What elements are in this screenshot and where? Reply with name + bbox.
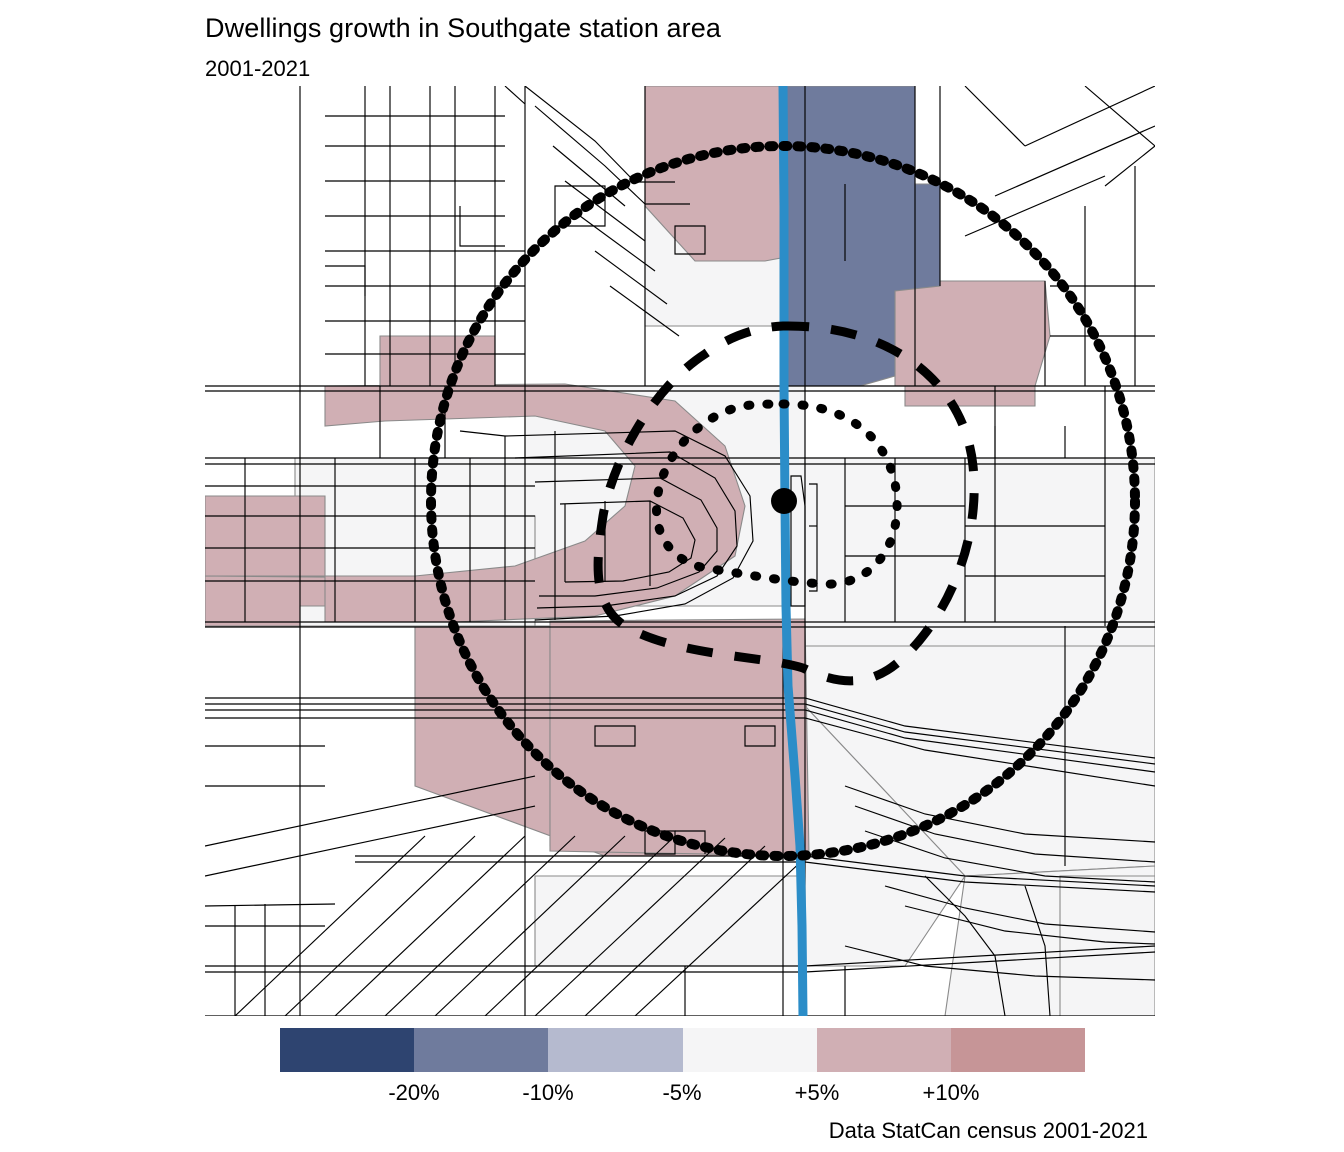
- station-point[interactable]: [771, 488, 797, 514]
- page-title: Dwellings growth in Southgate station ar…: [205, 13, 721, 43]
- street-network: [205, 86, 1155, 1016]
- legend-swatch-2: [414, 1028, 549, 1072]
- legend-tick-3: -5%: [662, 1080, 702, 1105]
- choropleth-map[interactable]: [205, 86, 1155, 1016]
- legend-swatch-5: [816, 1028, 951, 1072]
- legend-swatch-3: [548, 1028, 683, 1072]
- legend-tick-5: +10%: [922, 1080, 980, 1105]
- map-panel[interactable]: [205, 86, 1155, 1016]
- inner-dotted-buffer: [652, 399, 902, 589]
- transit-line: [778, 86, 808, 1016]
- legend-colorbar: [280, 1028, 1086, 1072]
- middle-dashed-buffer: [593, 321, 979, 686]
- page-subtitle: 2001-2021: [205, 56, 311, 81]
- legend-swatch-1: [280, 1028, 415, 1072]
- source-caption: Data StatCan census 2001-2021: [828, 1118, 1148, 1143]
- legend-tick-1: -20%: [388, 1080, 440, 1105]
- legend-tick-labels: -20% -10% -5% +5% +10%: [280, 1080, 1085, 1110]
- legend-tick-4: +5%: [794, 1080, 840, 1105]
- outer-beaded-buffer: [426, 141, 1140, 861]
- polygon-pink-southblock: [549, 618, 810, 857]
- legend-swatch-4: [682, 1028, 817, 1072]
- legend-tick-2: -10%: [522, 1080, 574, 1105]
- legend-swatch-6: [950, 1028, 1086, 1072]
